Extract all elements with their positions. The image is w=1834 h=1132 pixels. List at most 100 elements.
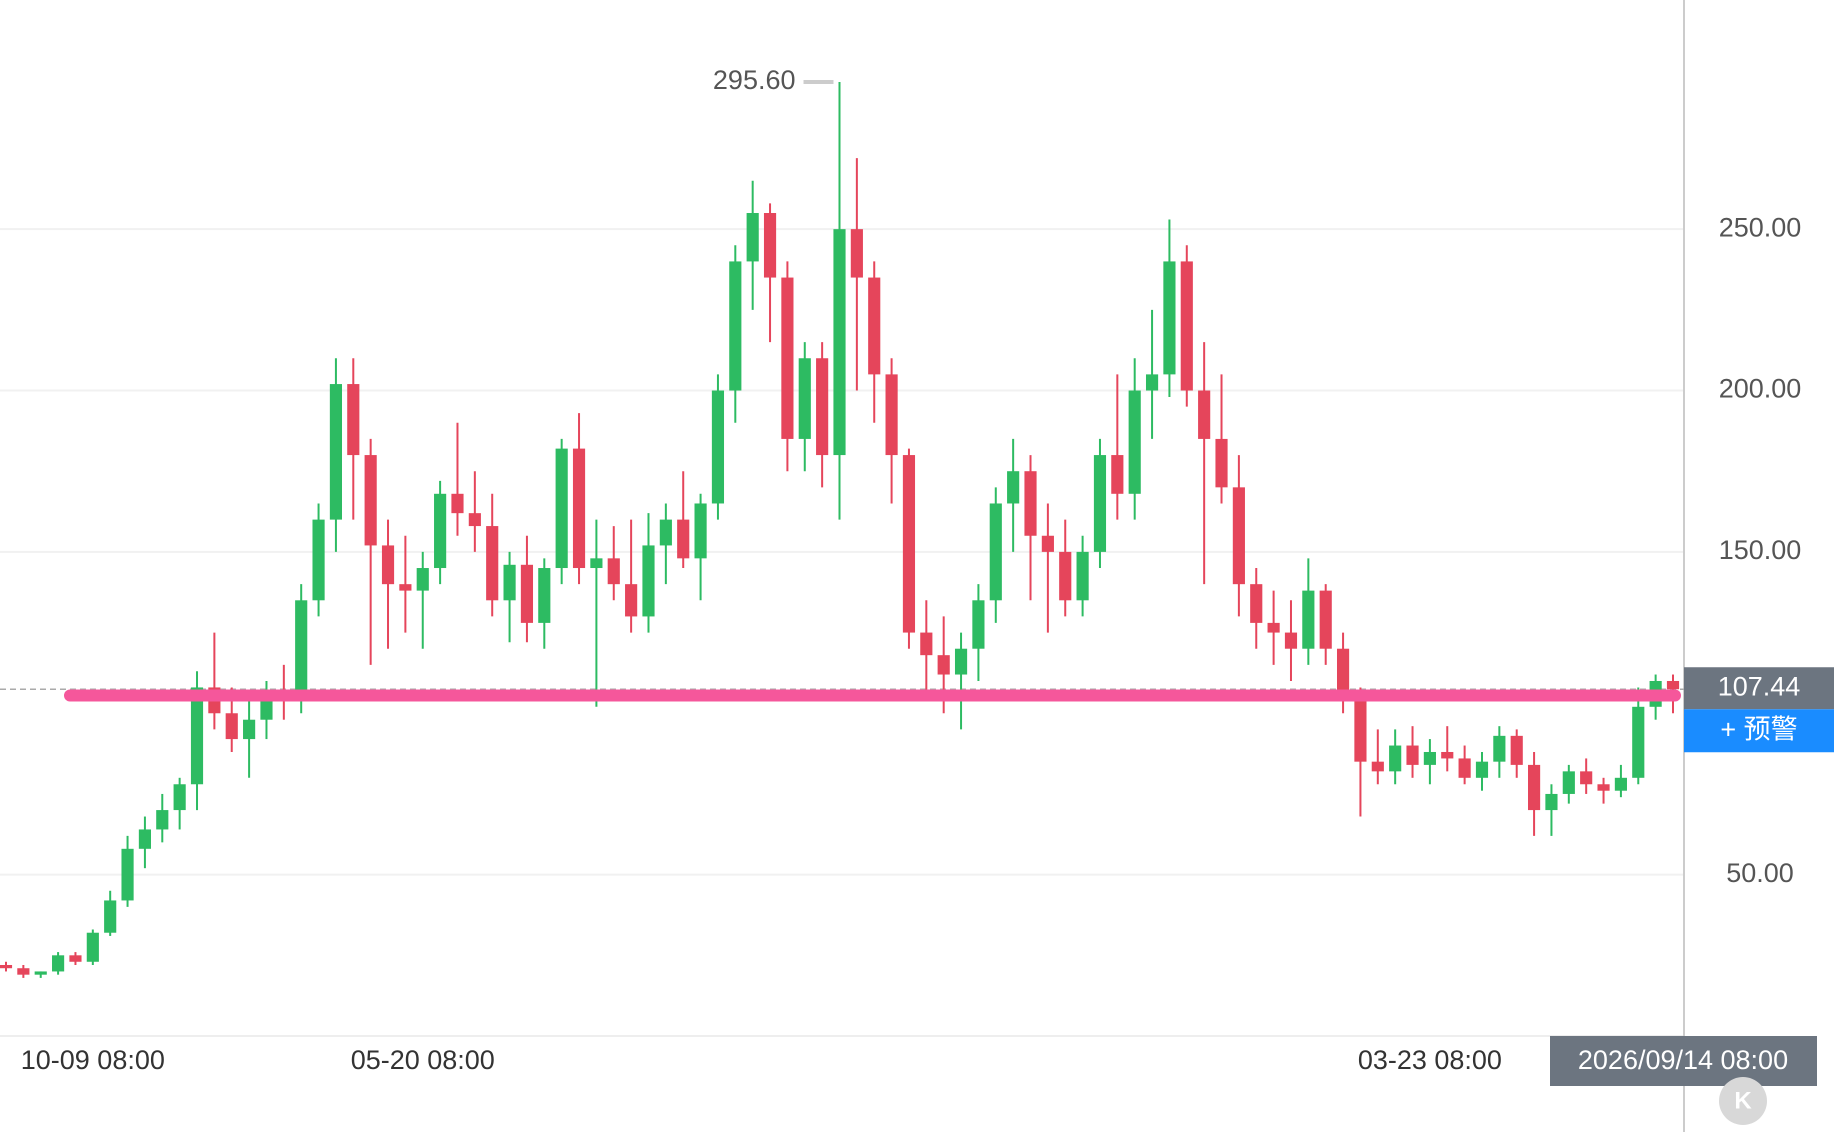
- candle-body: [503, 564, 516, 601]
- candle-body: [0, 964, 13, 969]
- candle-body: [1493, 735, 1506, 762]
- candle-body: [1093, 455, 1107, 552]
- price-box: [1684, 667, 1834, 710]
- candle-body: [295, 600, 308, 701]
- candle-body: [1510, 735, 1523, 765]
- candle-body: [416, 568, 429, 591]
- candle-body: [347, 384, 360, 456]
- candle-body: [1389, 745, 1402, 772]
- candle-body: [1354, 697, 1367, 762]
- candle-body: [954, 648, 968, 675]
- alert-label[interactable]: + 预警: [1720, 714, 1797, 744]
- candle-body: [1007, 471, 1020, 504]
- y-tick-label: 150.00: [1719, 535, 1802, 565]
- candle-body: [1336, 648, 1350, 698]
- candle-body: [138, 829, 151, 849]
- candle-body: [972, 600, 985, 649]
- candle-body: [1423, 751, 1436, 765]
- candle-body: [625, 584, 638, 617]
- candle-body: [1267, 622, 1280, 633]
- price-label: 107.44: [1718, 671, 1801, 701]
- k-button-label[interactable]: K: [1734, 1087, 1752, 1114]
- candle-body: [381, 545, 395, 585]
- candle-body: [1597, 784, 1610, 791]
- x-tick-label: 05-20 08:00: [351, 1045, 495, 1075]
- cursor-label: 2026/09/14 08:00: [1578, 1045, 1788, 1075]
- candle-body: [1302, 590, 1315, 649]
- candle-body: [1666, 680, 1680, 690]
- candle-body: [1614, 777, 1627, 791]
- alert-button[interactable]: [1684, 709, 1834, 753]
- candle-body: [1024, 471, 1037, 536]
- candle-body: [1406, 745, 1419, 765]
- candle-body: [850, 229, 863, 278]
- candle-body: [434, 493, 447, 569]
- candle-body: [538, 568, 551, 623]
- candle-body: [329, 384, 343, 520]
- candle-body: [1545, 793, 1558, 811]
- candle-body: [69, 955, 82, 962]
- candle-body: [572, 448, 586, 569]
- candle-body: [885, 374, 898, 456]
- candle-body: [225, 713, 238, 740]
- candle-body: [1580, 771, 1593, 785]
- candle-body: [17, 968, 30, 975]
- candle-body: [451, 493, 464, 514]
- candle-body: [173, 784, 186, 811]
- candle-body: [121, 848, 134, 901]
- candle-body: [486, 526, 499, 601]
- candle-body: [34, 971, 47, 975]
- x-tick-label: 03-23 08:00: [1358, 1045, 1502, 1075]
- candle-body: [190, 687, 204, 785]
- x-tick-label: 10-09 08:00: [21, 1045, 165, 1075]
- candle-body: [694, 503, 707, 559]
- candle-body: [989, 503, 1002, 601]
- candle-body: [1059, 551, 1072, 601]
- candle-body: [607, 558, 620, 585]
- candle-body: [1284, 632, 1298, 649]
- candle-body: [1232, 487, 1245, 585]
- candle-body: [364, 455, 377, 546]
- y-tick-label: 250.00: [1719, 212, 1802, 242]
- candle-body: [1041, 535, 1054, 552]
- cursor-box: [1550, 1036, 1817, 1086]
- candle-body: [677, 519, 690, 559]
- candle-body: [746, 213, 759, 262]
- candle-body: [763, 213, 777, 278]
- candle-body: [1475, 761, 1489, 778]
- candle-body: [1458, 758, 1471, 778]
- candle-body: [816, 358, 829, 456]
- candle-body: [729, 261, 742, 391]
- candle-body: [312, 519, 325, 601]
- candle-body: [468, 513, 481, 527]
- candle-body: [1145, 374, 1159, 391]
- candle-body: [104, 900, 117, 933]
- candle-body: [1215, 438, 1228, 488]
- candle-body: [642, 545, 655, 617]
- candle-body: [711, 390, 725, 504]
- max-label: 295.60: [713, 65, 796, 95]
- candle-body: [659, 519, 672, 546]
- candle-body: [86, 932, 99, 962]
- candle-body: [868, 277, 881, 375]
- candle-body: [1319, 590, 1332, 649]
- candle-body: [1441, 751, 1454, 759]
- candle-body: [520, 564, 534, 623]
- candle-body: [1562, 771, 1575, 794]
- candle-body: [1076, 551, 1089, 601]
- candle-body: [555, 448, 568, 569]
- candle-body: [902, 455, 916, 633]
- candle-body: [1180, 261, 1193, 391]
- candle-body: [1111, 455, 1124, 494]
- candle-body: [156, 810, 169, 830]
- candle-body: [798, 358, 811, 439]
- y-tick-label: 50.00: [1726, 858, 1794, 888]
- candle-body: [833, 229, 846, 456]
- k-button[interactable]: [1719, 1077, 1767, 1125]
- candle-body: [1198, 390, 1211, 439]
- candle-body: [243, 719, 256, 740]
- candle-body: [590, 558, 603, 569]
- candle-body: [1128, 390, 1141, 494]
